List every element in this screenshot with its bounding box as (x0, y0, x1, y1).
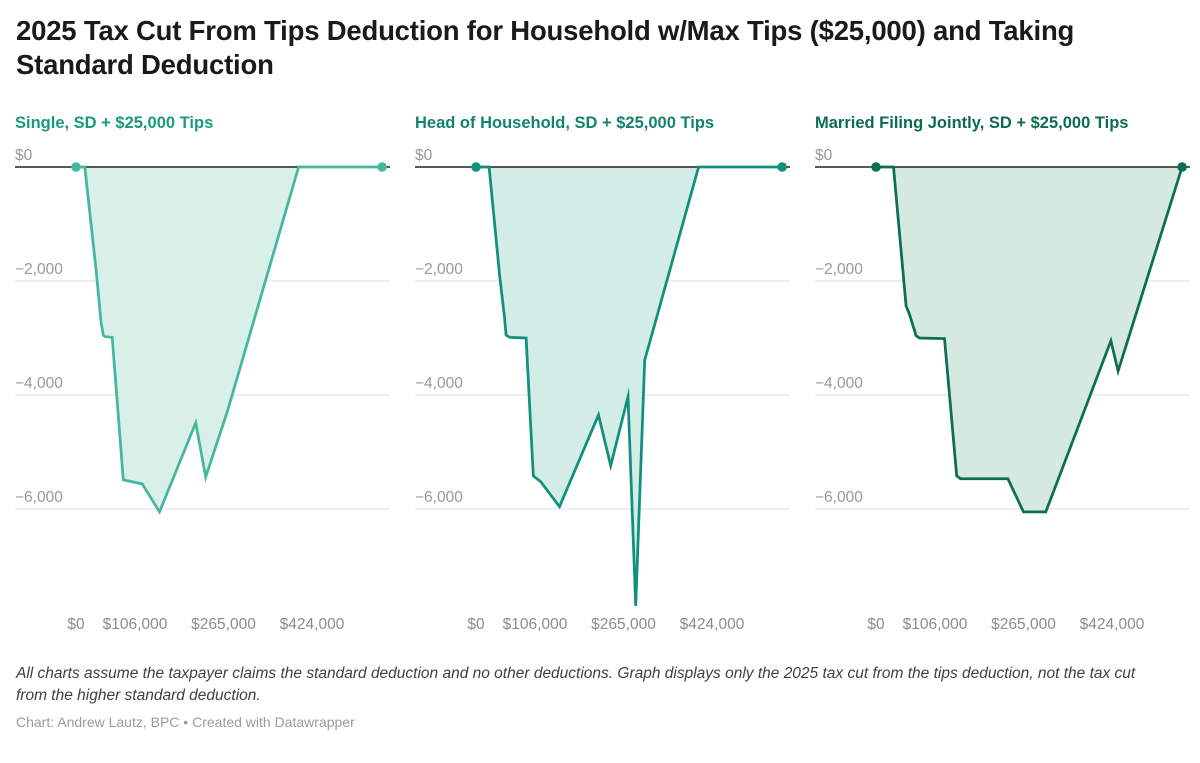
x-tick-label: $106,000 (103, 616, 168, 633)
series-line (874, 165, 1184, 514)
y-tick-label: $0 (15, 147, 33, 164)
y-tick-label: −6,000 (815, 489, 863, 506)
chart-footnote: All charts assume the taxpayer claims th… (16, 665, 1136, 704)
plot-single: $0 −2,000 −4,000 −6,000 $0 $106,000 $265,000 $4… (15, 147, 390, 633)
panel-title-married-filing-jointly: Married Filing Jointly, SD + $25,000 Tip… (815, 114, 1129, 133)
x-tick-label: $106,000 (503, 616, 568, 633)
series-endpoint-dot (871, 162, 881, 172)
y-tick-label: −2,000 (415, 261, 463, 278)
y-tick-label: $0 (415, 147, 433, 164)
x-tick-label: $0 (467, 616, 485, 633)
y-tick-label: −4,000 (815, 375, 863, 392)
y-tick-label: $0 (815, 147, 833, 164)
series-endpoint-dot (71, 162, 81, 172)
series-area (876, 167, 1183, 513)
x-tick-label: $265,000 (191, 616, 256, 633)
y-tick-label: −6,000 (415, 489, 463, 506)
x-tick-label: $265,000 (991, 616, 1056, 633)
series-endpoint-dot (777, 162, 787, 172)
y-tick-label: −2,000 (15, 261, 63, 278)
chart-panel-married-filing-jointly: Married Filing Jointly, SD + $25,000 Tip… (800, 112, 1200, 643)
datawrapper-chart: 2025 Tax Cut From Tips Deduction for Hou… (0, 14, 1200, 763)
plot-married-filing-jointly: $0 −2,000 −4,000 −6,000 $0 $106,000 $265,000 $4… (815, 147, 1190, 633)
x-tick-label: $265,000 (591, 616, 656, 633)
chart-byline: Chart: Andrew Lautz, BPC • Created with … (16, 713, 355, 730)
plot-head-of-household: $0 −2,000 −4,000 −6,000 $0 $106,000 $265,000 $4… (415, 147, 790, 633)
x-tick-label: $424,000 (280, 616, 345, 633)
x-tick-label: $106,000 (903, 616, 968, 633)
chart-title: 2025 Tax Cut From Tips Deduction for Hou… (16, 15, 1075, 81)
y-tick-label: −2,000 (815, 261, 863, 278)
x-tick-label: $0 (867, 616, 885, 633)
y-tick-label: −6,000 (15, 489, 63, 506)
series-endpoint-dot (377, 162, 387, 172)
series-area (476, 167, 783, 607)
panel-title-head-of-household: Head of Household, SD + $25,000 Tips (415, 114, 715, 133)
x-tick-label: $0 (67, 616, 85, 633)
panel-title-single: Single, SD + $25,000 Tips (15, 114, 214, 133)
series-line (74, 165, 384, 516)
series-line (474, 165, 784, 607)
chart-panel-head-of-household: Head of Household, SD + $25,000 Tips $0 −2… (400, 112, 800, 643)
small-multiples-row: Single, SD + $25,000 Tips $0 −2,000 −4,000 −… (0, 112, 1200, 643)
series-area (76, 167, 383, 513)
series-endpoint-dot (1177, 162, 1187, 172)
y-tick-label: −4,000 (415, 375, 463, 392)
x-tick-label: $424,000 (680, 616, 745, 633)
y-tick-label: −4,000 (15, 375, 63, 392)
x-tick-label: $424,000 (1080, 616, 1145, 633)
chart-panel-single: Single, SD + $25,000 Tips $0 −2,000 −4,000 −… (0, 112, 400, 643)
series-endpoint-dot (471, 162, 481, 172)
